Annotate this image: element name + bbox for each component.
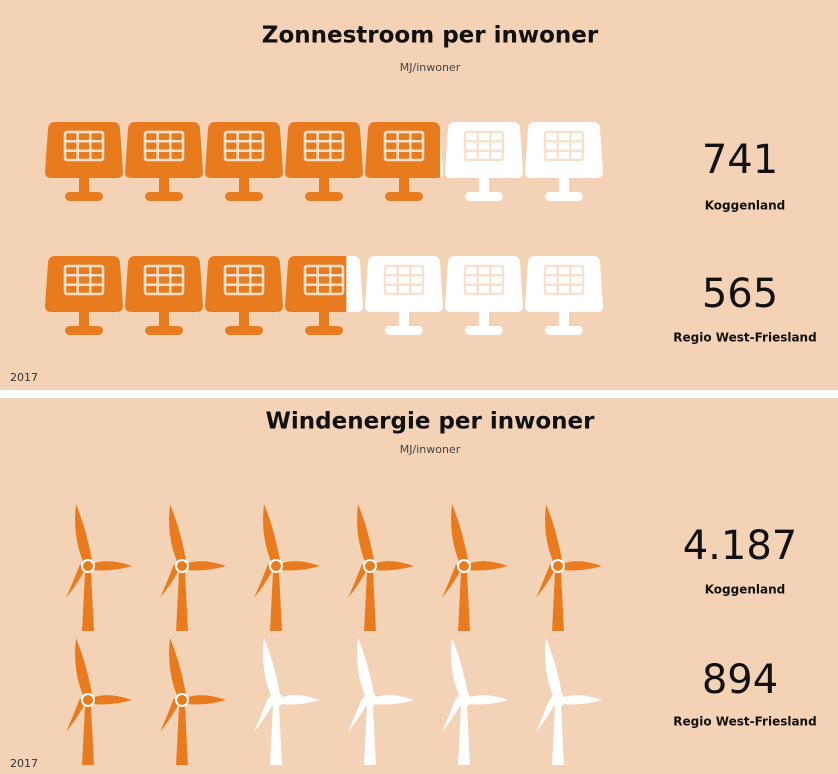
value-label: 4.187 — [683, 523, 798, 569]
panel-subtitle: MJ/inwoner — [400, 443, 461, 456]
panel: Windenergie per inwoner MJ/inwoner 2017 4.1… — [0, 398, 838, 774]
panel: Zonnestroom per inwoner MJ/inwoner 2017 741… — [0, 0, 838, 390]
category-label: Koggenland — [705, 583, 786, 597]
panel-title: Zonnestroom per inwoner — [262, 23, 599, 49]
panel-background — [0, 398, 838, 774]
category-label: Regio West-Friesland — [673, 331, 816, 345]
panel-title: Windenergie per inwoner — [266, 409, 596, 435]
value-label: 741 — [702, 137, 778, 183]
category-label: Regio West-Friesland — [673, 715, 816, 729]
footnote: 2017 — [10, 757, 38, 770]
footnote: 2017 — [10, 371, 38, 384]
value-label: 565 — [702, 271, 778, 317]
category-label: Koggenland — [705, 199, 786, 213]
value-label: 894 — [702, 657, 778, 703]
panel-subtitle: MJ/inwoner — [400, 61, 461, 74]
